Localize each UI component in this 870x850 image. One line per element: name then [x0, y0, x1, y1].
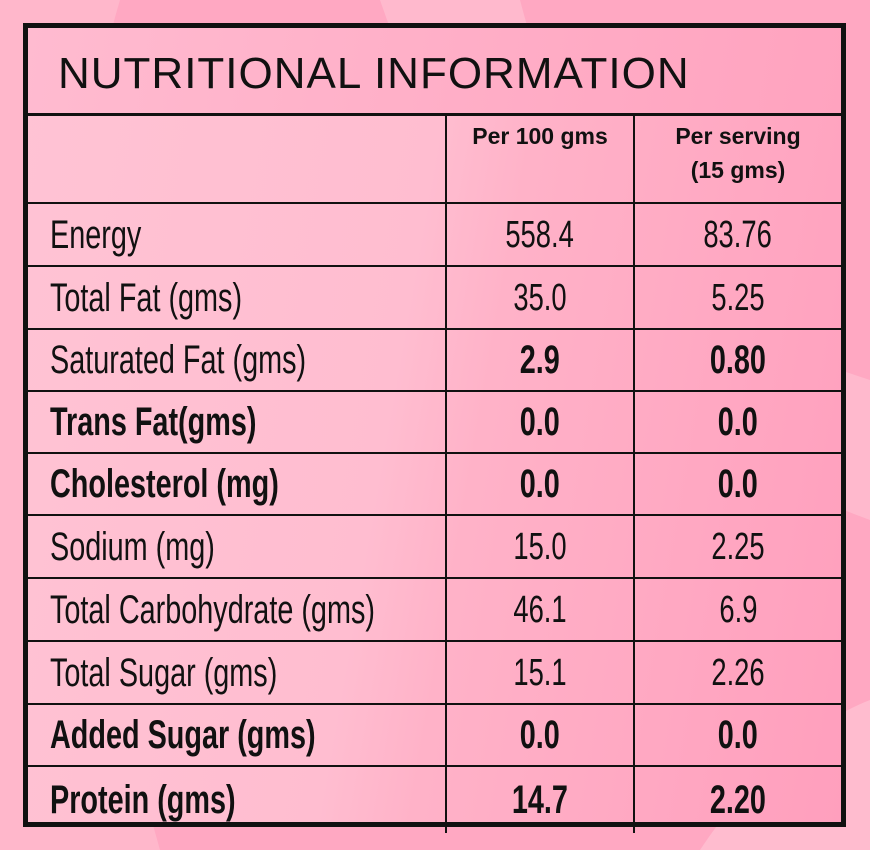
- nutrient-label-text: Added Sugar (gms): [50, 713, 316, 757]
- per-100-value: 2.9: [445, 328, 635, 392]
- table-row: Sodium (mg) 15.0 2.25: [28, 514, 841, 579]
- per-serving-value-text: 0.0: [717, 713, 759, 757]
- per-100-value: 558.4: [445, 202, 635, 267]
- per-serving-value: 2.25: [633, 514, 841, 579]
- per-serving-value: 5.25: [633, 265, 841, 330]
- nutrient-label: Energy: [28, 202, 447, 267]
- per-100-value: 15.0: [445, 514, 635, 579]
- header-empty-cell: [28, 113, 447, 204]
- table-row: Total Sugar (gms) 15.1 2.26: [28, 640, 841, 705]
- nutrient-label-text: Sodium (mg): [50, 524, 215, 569]
- per-100-value: 0.0: [445, 703, 635, 767]
- nutrient-label: Protein (gms): [28, 765, 447, 833]
- panel-title: NUTRITIONAL INFORMATION: [58, 48, 690, 98]
- header-per-serving-label: Per serving: [675, 123, 801, 149]
- nutrition-table: Per 100 gms Per serving (15 gms) Energy …: [28, 113, 841, 833]
- header-serving-size: (15 gms): [690, 157, 786, 183]
- per-serving-value: 0.0: [633, 390, 841, 454]
- per-serving-value: 2.20: [633, 765, 841, 833]
- nutrient-label: Total Sugar (gms): [28, 640, 447, 705]
- per-serving-value: 2.26: [633, 640, 841, 705]
- per-100-value: 0.0: [445, 390, 635, 454]
- per-serving-value-text: 2.25: [711, 526, 765, 568]
- nutrient-label: Sodium (mg): [28, 514, 447, 579]
- nutrition-panel: NUTRITIONAL INFORMATION Per 100 gms Per …: [23, 23, 846, 833]
- per-100-value-text: 35.0: [513, 277, 567, 319]
- nutrient-label-text: Total Sugar (gms): [50, 650, 278, 695]
- header-per-100-label: Per 100 gms: [472, 123, 608, 149]
- per-serving-value: 0.80: [633, 328, 841, 392]
- nutrient-label: Saturated Fat (gms): [28, 328, 447, 392]
- nutrient-label-text: Protein (gms): [50, 778, 236, 822]
- nutrient-label: Added Sugar (gms): [28, 703, 447, 767]
- per-100-value-text: 14.7: [511, 778, 569, 822]
- per-100-value-text: 2.9: [519, 338, 561, 382]
- per-serving-value: 83.76: [633, 202, 841, 267]
- per-serving-value-text: 0.80: [709, 338, 767, 382]
- nutrient-label-text: Energy: [50, 212, 142, 257]
- per-serving-value-text: 2.26: [711, 652, 765, 694]
- header-per-100: Per 100 gms: [445, 113, 635, 204]
- per-serving-value: 0.0: [633, 452, 841, 516]
- nutrient-label-text: Cholesterol (mg): [50, 462, 279, 506]
- table-row: Energy 558.4 83.76: [28, 202, 841, 267]
- nutrient-label-text: Total Fat (gms): [50, 275, 243, 320]
- per-100-value: 0.0: [445, 452, 635, 516]
- per-serving-value: 6.9: [633, 577, 841, 642]
- per-100-value: 14.7: [445, 765, 635, 833]
- per-serving-value-text: 5.25: [711, 277, 765, 319]
- table-row: Total Carbohydrate (gms) 46.1 6.9: [28, 577, 841, 642]
- per-serving-value: 0.0: [633, 703, 841, 767]
- header-row: Per 100 gms Per serving (15 gms): [28, 113, 841, 204]
- nutrient-label: Trans Fat(gms): [28, 390, 447, 454]
- table-row: Saturated Fat (gms) 2.9 0.80: [28, 328, 841, 392]
- table-row: Cholesterol (mg) 0.0 0.0: [28, 452, 841, 516]
- per-serving-value-text: 2.20: [709, 778, 767, 822]
- per-100-value: 35.0: [445, 265, 635, 330]
- header-per-serving: Per serving (15 gms): [633, 113, 841, 204]
- per-100-value-text: 15.0: [513, 526, 567, 568]
- table-row: Trans Fat(gms) 0.0 0.0: [28, 390, 841, 454]
- per-100-value-text: 558.4: [505, 214, 575, 256]
- table-row: Protein (gms) 14.7 2.20: [28, 765, 841, 833]
- nutrient-label: Total Carbohydrate (gms): [28, 577, 447, 642]
- nutrient-label-text: Saturated Fat (gms): [50, 338, 307, 382]
- per-100-value-text: 15.1: [513, 652, 567, 694]
- table-row: Added Sugar (gms) 0.0 0.0: [28, 703, 841, 767]
- per-100-value-text: 46.1: [513, 589, 567, 631]
- nutrient-label-text: Total Carbohydrate (gms): [50, 587, 375, 632]
- per-serving-value-text: 0.0: [717, 462, 759, 506]
- nutrient-label: Total Fat (gms): [28, 265, 447, 330]
- per-serving-value-text: 83.76: [703, 214, 773, 256]
- per-serving-value-text: 0.0: [717, 400, 759, 444]
- per-100-value: 46.1: [445, 577, 635, 642]
- nutrient-label: Cholesterol (mg): [28, 452, 447, 516]
- per-100-value-text: 0.0: [519, 713, 561, 757]
- per-100-value-text: 0.0: [519, 400, 561, 444]
- title-bar: NUTRITIONAL INFORMATION: [28, 28, 841, 116]
- per-100-value-text: 0.0: [519, 462, 561, 506]
- per-100-value: 15.1: [445, 640, 635, 705]
- table-row: Total Fat (gms) 35.0 5.25: [28, 265, 841, 330]
- nutrient-label-text: Trans Fat(gms): [50, 400, 257, 444]
- per-serving-value-text: 6.9: [718, 589, 758, 631]
